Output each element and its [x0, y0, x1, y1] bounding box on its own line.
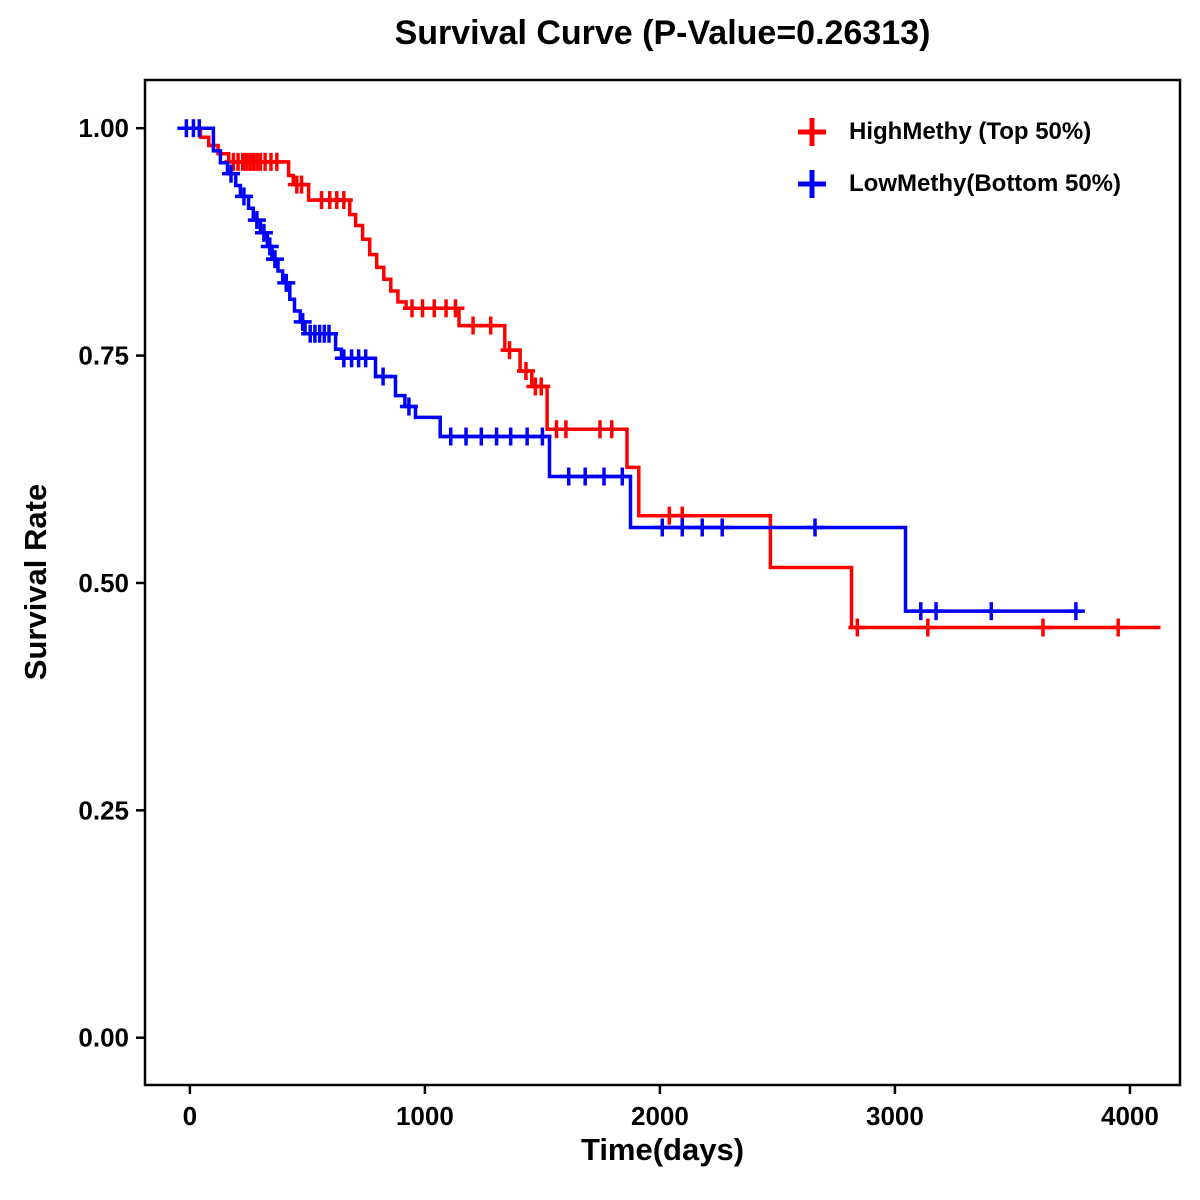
legend-item-highmethy: HighMethy (Top 50%): [795, 112, 1121, 152]
x-tick-label: 1000: [396, 1101, 454, 1131]
legend-label-lowmethy: LowMethy(Bottom 50%): [849, 170, 1121, 197]
chart-title: Survival Curve (P-Value=0.26313): [394, 14, 931, 52]
y-axis-label: Survival Rate: [18, 483, 53, 681]
y-tick-label: 0.75: [78, 341, 129, 371]
x-tick-label: 4000: [1101, 1101, 1159, 1131]
lowmethy-plus-icon: [798, 170, 826, 198]
y-tick-label: 0.50: [78, 568, 129, 598]
legend-item-lowmethy: LowMethy(Bottom 50%): [795, 164, 1121, 204]
highmethy-plus-icon: [798, 118, 826, 146]
lowmethy-censor-marks: [177, 119, 1085, 621]
x-tick-label: 2000: [631, 1101, 689, 1131]
legend: HighMethy (Top 50%) LowMethy(Bottom 50%): [795, 112, 1121, 204]
highmethy-censor-marks: [224, 152, 1128, 637]
y-tick-label: 0.25: [78, 795, 129, 825]
y-tick-label: 1.00: [78, 113, 129, 143]
x-tick-label: 3000: [866, 1101, 924, 1131]
x-tick-label: 0: [183, 1101, 197, 1131]
plot-border: [143, 78, 1182, 1087]
y-tick-label: 0.00: [78, 1023, 129, 1053]
x-axis-label: Time(days): [580, 1132, 745, 1167]
legend-label-highmethy: HighMethy (Top 50%): [849, 118, 1092, 145]
lowmethy-curve: [189, 126, 1081, 613]
